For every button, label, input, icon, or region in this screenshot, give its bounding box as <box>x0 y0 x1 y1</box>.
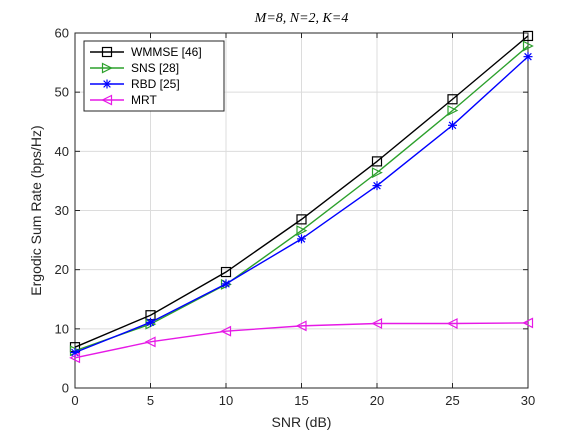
data-point <box>220 325 232 337</box>
data-point <box>371 156 383 167</box>
data-point <box>102 79 112 89</box>
data-point <box>220 266 232 278</box>
data-point <box>101 46 113 58</box>
data-point <box>69 352 81 364</box>
x-axis-label: SNR (dB) <box>272 414 332 430</box>
chart-title: M=8, N=2, K=4 <box>254 11 349 26</box>
x-tick-label: 0 <box>71 393 78 408</box>
data-point <box>146 317 155 327</box>
x-tick-label: 15 <box>294 393 308 408</box>
data-point <box>523 52 533 62</box>
data-point <box>446 318 458 329</box>
data-point <box>101 62 113 74</box>
axis-ticks: 0 5 10 15 20 25 30 0 10 20 30 40 50 60 <box>55 26 536 409</box>
data-point <box>144 336 156 348</box>
legend-item: MRT <box>90 93 157 107</box>
data-point <box>221 279 231 289</box>
y-tick-label: 10 <box>55 321 69 336</box>
y-tick-label: 40 <box>55 144 69 159</box>
series-line <box>74 35 529 348</box>
legend-label: WMMSE [46] <box>131 45 202 59</box>
y-tick-label: 0 <box>62 381 69 396</box>
x-tick-label: 30 <box>521 393 535 408</box>
legend-label: MRT <box>131 93 157 107</box>
series-3 <box>69 317 534 364</box>
y-axis-label: Ergodic Sum Rate (bps/Hz) <box>28 125 44 295</box>
series-group <box>69 30 534 364</box>
x-tick-label: 5 <box>147 393 154 408</box>
x-tick-label: 25 <box>445 393 459 408</box>
y-tick-label: 30 <box>55 203 69 218</box>
data-point <box>522 30 534 42</box>
y-tick-label: 60 <box>55 26 69 41</box>
legend-item: RBD [25] <box>90 77 180 91</box>
legend-label: SNS [28] <box>131 61 179 75</box>
data-point <box>448 120 457 130</box>
series-2 <box>70 52 533 357</box>
data-point <box>101 94 113 106</box>
data-point <box>522 40 534 52</box>
data-point <box>296 214 307 225</box>
y-tick-label: 50 <box>55 85 69 100</box>
data-point <box>295 320 307 332</box>
legend-label: RBD [25] <box>131 77 180 91</box>
legend-item: WMMSE [46] <box>90 45 202 59</box>
data-point <box>297 234 306 244</box>
data-point <box>447 94 458 105</box>
data-point <box>296 225 308 237</box>
legend: WMMSE [46] SNS [28] RBD [25] MRT <box>83 40 225 112</box>
series-line <box>74 322 529 359</box>
data-point <box>447 105 459 116</box>
data-point <box>371 167 383 179</box>
data-point <box>371 318 383 329</box>
data-point <box>522 317 534 329</box>
legend-item: SNS [28] <box>90 61 179 75</box>
data-point <box>372 181 382 191</box>
x-tick-label: 10 <box>219 393 233 408</box>
y-tick-label: 20 <box>55 262 69 277</box>
x-tick-label: 20 <box>370 393 384 408</box>
